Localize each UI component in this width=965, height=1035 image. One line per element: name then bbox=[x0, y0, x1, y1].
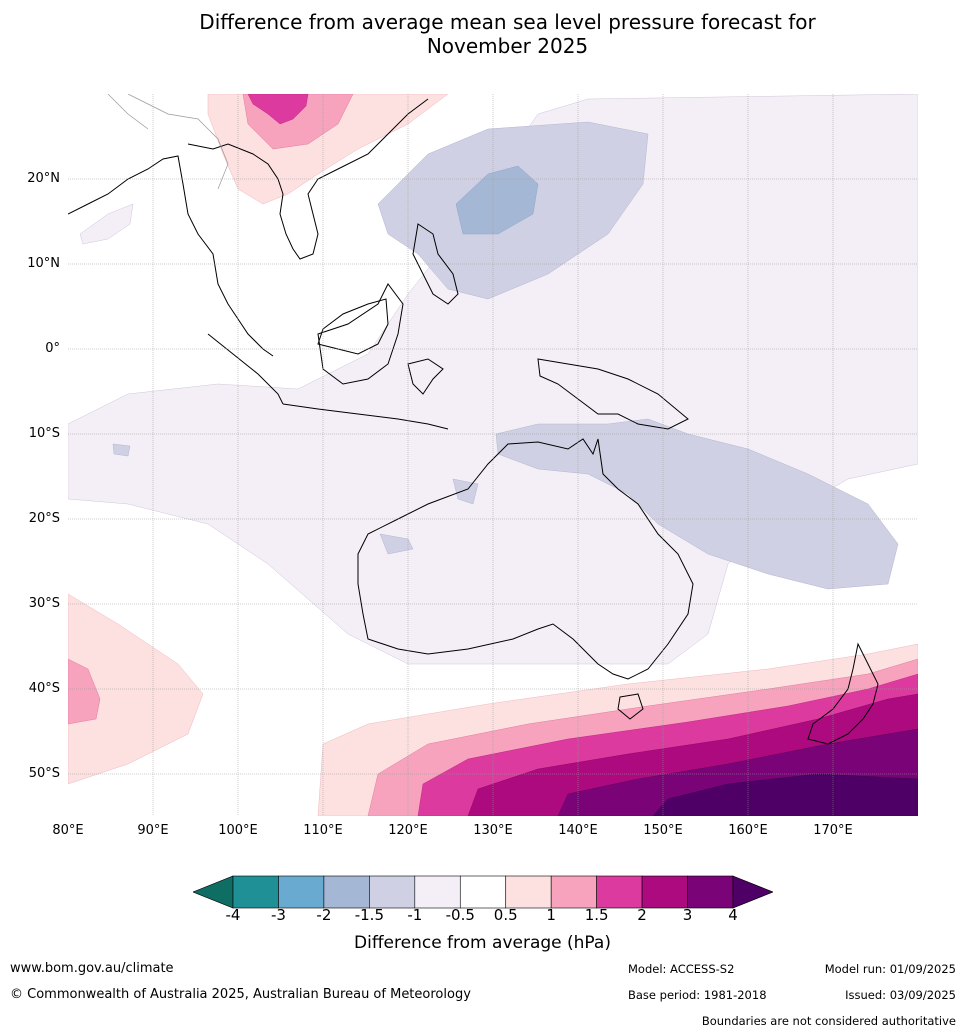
colorbar-tick-label: 1 bbox=[546, 906, 556, 924]
colorbar-box bbox=[459, 875, 507, 909]
colorbar-tick-label: 1.5 bbox=[584, 906, 609, 924]
footer-issued: Issued: 03/09/2025 bbox=[845, 988, 956, 1002]
map-canvas bbox=[68, 94, 918, 816]
lat-label-10s: 10°S bbox=[28, 426, 60, 441]
footer-copyright: © Commonwealth of Australia 2025, Austra… bbox=[10, 987, 471, 1002]
colorbar-title: Difference from average (hPa) bbox=[354, 933, 611, 953]
lon-label-120e: 120°E bbox=[388, 823, 428, 838]
anomaly-region-plus-0.5-southwest bbox=[68, 593, 204, 785]
colorbar-svg bbox=[192, 875, 774, 909]
colorbar-tick-label: 0.5 bbox=[493, 906, 518, 924]
colorbar-tick-label: 4 bbox=[728, 906, 738, 924]
colorbar-box bbox=[232, 875, 279, 909]
colorbar-box bbox=[278, 875, 325, 909]
colorbar-extension-low bbox=[192, 875, 234, 909]
footer-url[interactable]: www.bom.gov.au/climate bbox=[10, 961, 174, 976]
lon-label-110e: 110°E bbox=[303, 823, 343, 838]
colorbar-box bbox=[369, 875, 416, 909]
footer-model: Model: ACCESS-S2 bbox=[628, 962, 735, 976]
lat-label-50s: 50°S bbox=[28, 766, 60, 781]
lat-label-30s: 30°S bbox=[28, 596, 60, 611]
lat-label-20s: 20°S bbox=[28, 511, 60, 526]
colorbar-box bbox=[687, 875, 734, 909]
lat-label-10n: 10°N bbox=[27, 256, 60, 271]
anomaly-region-minus-1-australia bbox=[495, 418, 899, 590]
lon-label-90e: 90°E bbox=[137, 823, 169, 838]
colorbar-box bbox=[596, 875, 643, 909]
lon-label-80e: 80°E bbox=[52, 823, 84, 838]
colorbar-tick-label: -4 bbox=[225, 906, 241, 924]
footer-model-run: Model run: 01/09/2025 bbox=[824, 962, 956, 976]
lon-label-160e: 160°E bbox=[728, 823, 768, 838]
anomaly-region-plus-1-southwest bbox=[68, 658, 101, 725]
title-line-1: Difference from average mean sea level p… bbox=[199, 10, 816, 34]
colorbar-box bbox=[550, 875, 597, 909]
pressure-anomaly-map bbox=[68, 94, 918, 816]
colorbar-tick-label: -1 bbox=[407, 906, 423, 924]
colorbar-box bbox=[323, 875, 370, 909]
graticule bbox=[68, 94, 918, 816]
colorbar-tick-label: -0.5 bbox=[445, 906, 475, 924]
colorbar-tick-label: 3 bbox=[682, 906, 693, 924]
colorbar-tick-label: -2 bbox=[316, 906, 332, 924]
footer-base-period: Base period: 1981-2018 bbox=[628, 988, 767, 1002]
lat-label-0: 0° bbox=[45, 341, 60, 356]
colorbar bbox=[192, 874, 774, 910]
colorbar-extension-high bbox=[732, 875, 774, 909]
lon-label-130e: 130°E bbox=[473, 823, 513, 838]
lat-label-20n: 20°N bbox=[27, 171, 60, 186]
lon-label-100e: 100°E bbox=[218, 823, 258, 838]
colorbar-tick-label: -1.5 bbox=[354, 906, 384, 924]
colorbar-box bbox=[414, 875, 461, 909]
colorbar-box bbox=[641, 875, 688, 909]
colorbar-tick-label: -3 bbox=[270, 906, 286, 924]
lat-label-40s: 40°S bbox=[28, 681, 60, 696]
title-line-2: November 2025 bbox=[426, 34, 589, 58]
footer-disclaimer: Boundaries are not considered authoritat… bbox=[701, 1014, 956, 1028]
colorbar-box bbox=[505, 875, 552, 909]
lon-label-150e: 150°E bbox=[643, 823, 683, 838]
colorbar-tick-label: 2 bbox=[637, 906, 647, 924]
map-title: Difference from average mean sea level p… bbox=[0, 10, 965, 58]
lon-label-140e: 140°E bbox=[558, 823, 598, 838]
anomaly-region-plus-1.5-north bbox=[247, 94, 309, 125]
lon-label-170e: 170°E bbox=[813, 823, 853, 838]
